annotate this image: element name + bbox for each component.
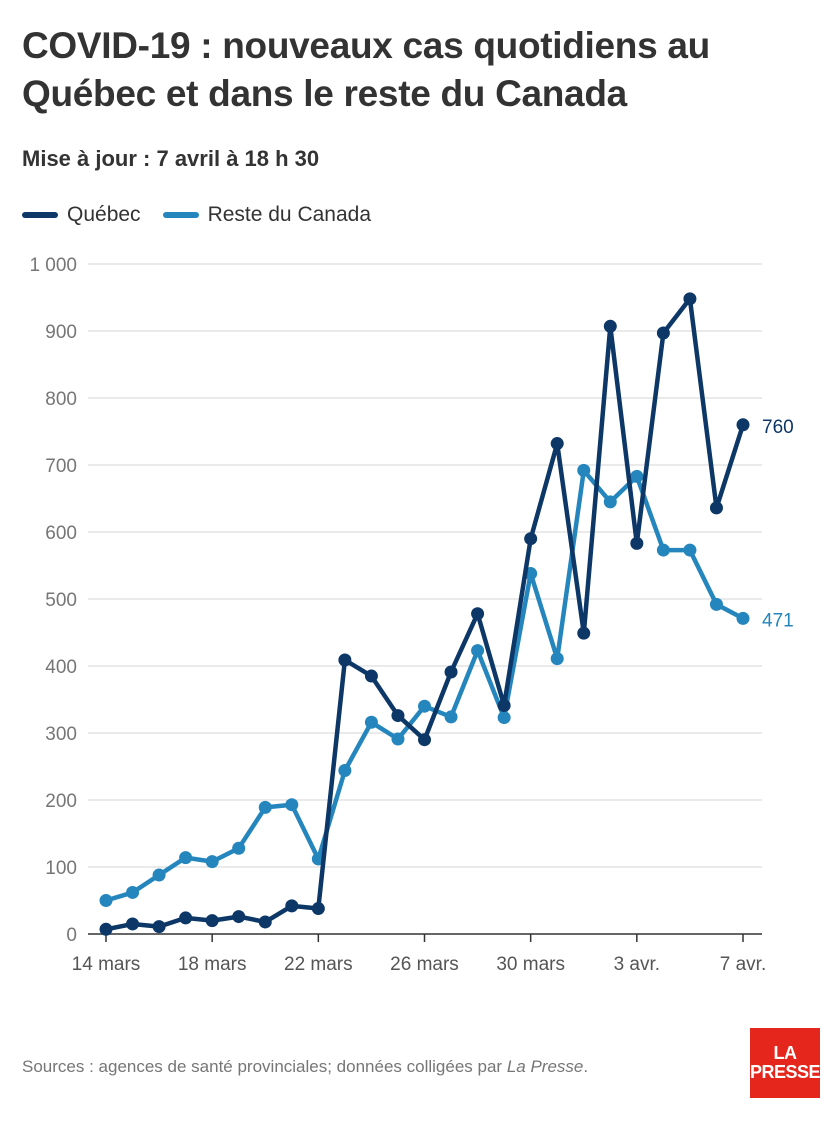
legend-swatch-canada [162, 212, 199, 218]
legend-item-quebec: Québec [22, 203, 141, 227]
x-tick-label: 26 mars [390, 954, 459, 975]
data-point-quebec [391, 709, 405, 723]
data-point-quebec [630, 536, 644, 550]
y-tick-label: 500 [45, 590, 77, 611]
x-tick-label: 7 avr. [720, 954, 766, 975]
data-point-quebec [497, 699, 511, 713]
data-point-canada [471, 644, 485, 658]
data-point-quebec [603, 319, 617, 333]
data-point-quebec [364, 669, 378, 683]
data-point-quebec [126, 917, 140, 931]
data-point-canada [232, 841, 246, 855]
data-point-quebec [444, 665, 458, 679]
data-point-canada [418, 699, 431, 713]
data-point-canada [126, 885, 140, 899]
data-point-canada [205, 855, 219, 869]
series-canada: 471 [99, 463, 794, 907]
end-value-label-canada: 471 [762, 610, 794, 631]
chart-series: 471 760 [99, 292, 794, 936]
chart-grid [88, 263, 762, 935]
data-point-canada [258, 800, 272, 814]
chart-subtitle: Mise à jour : 7 avril à 18 h 30 [22, 146, 320, 171]
source-suffix: . [583, 1057, 589, 1076]
y-tick-label: 1 000 [29, 255, 77, 276]
x-tick-label: 22 mars [284, 954, 353, 975]
data-point-quebec [418, 733, 431, 747]
line-chart: 0 100 200 300 400 500 600 700 800 900 1 000 14 mar… [29, 255, 794, 975]
legend-label-quebec: Québec [67, 203, 141, 226]
data-point-quebec [258, 915, 272, 929]
series-line-quebec [103, 296, 746, 932]
data-point-canada [603, 495, 617, 509]
y-tick-label: 600 [45, 523, 77, 544]
series-line-canada [103, 468, 746, 903]
y-axis: 0 100 200 300 400 500 600 700 800 900 1 000 [29, 255, 77, 946]
data-point-quebec [709, 501, 723, 515]
data-point-canada [179, 851, 193, 865]
y-tick-label: 0 [66, 925, 77, 946]
data-point-canada [391, 732, 405, 746]
data-point-canada [683, 543, 697, 557]
data-point-quebec [471, 607, 485, 621]
data-point-quebec [179, 911, 193, 925]
data-point-quebec [736, 418, 750, 432]
data-point-canada [285, 798, 299, 812]
source-note: Sources : agences de santé provinciales;… [22, 1057, 588, 1077]
legend-item-canada: Reste du Canada [162, 203, 372, 227]
data-point-quebec [577, 626, 591, 640]
data-point-canada [656, 543, 670, 557]
legend-swatch-quebec [22, 212, 58, 218]
y-tick-label: 200 [45, 791, 77, 812]
data-point-quebec [311, 902, 325, 916]
logo-line-1: LA [773, 1043, 798, 1063]
x-tick-label: 18 mars [178, 954, 247, 975]
data-point-quebec [338, 653, 352, 667]
y-tick-label: 300 [45, 724, 77, 745]
end-value-label-quebec: 760 [762, 417, 794, 438]
x-tick-label: 14 mars [72, 954, 141, 975]
y-tick-label: 800 [45, 389, 77, 410]
data-point-canada [550, 652, 564, 666]
data-point-canada [577, 463, 591, 477]
data-point-canada [152, 868, 166, 882]
data-point-quebec [285, 899, 299, 913]
y-tick-label: 700 [45, 456, 77, 477]
data-point-quebec [656, 326, 670, 340]
data-point-canada [338, 764, 352, 778]
data-point-canada [630, 469, 644, 483]
x-axis: 14 mars 18 mars 22 mars 26 mars 30 mars 3 avr… [72, 934, 766, 975]
data-point-quebec [152, 920, 166, 934]
logo-line-2: PRESSE [749, 1062, 821, 1082]
data-point-canada [364, 715, 378, 729]
y-tick-label: 100 [45, 858, 77, 879]
x-tick-label: 3 avr. [614, 954, 660, 975]
data-point-canada [736, 611, 750, 625]
data-point-canada [497, 711, 511, 725]
source-prefix: Sources : agences de santé provinciales;… [22, 1057, 507, 1076]
data-point-quebec [99, 922, 113, 936]
data-point-canada [444, 710, 458, 724]
source-publication: La Presse [506, 1057, 584, 1076]
chart-title: COVID-19 : nouveaux cas quotidiens au Qu… [22, 25, 710, 114]
data-point-quebec [205, 914, 219, 928]
y-tick-label: 900 [45, 322, 77, 343]
x-tick-label: 30 mars [496, 954, 565, 975]
data-point-quebec [683, 292, 697, 306]
la-presse-logo: LA PRESSE [749, 1028, 821, 1098]
data-point-quebec [524, 532, 538, 546]
y-tick-label: 400 [45, 657, 77, 678]
data-point-quebec [550, 437, 564, 451]
data-point-canada [709, 597, 723, 611]
chart-legend: Québec Reste du Canada [22, 203, 393, 227]
data-point-quebec [232, 910, 246, 924]
series-quebec: 760 [99, 292, 794, 936]
legend-label-canada: Reste du Canada [207, 203, 372, 226]
data-point-canada [99, 894, 113, 907]
